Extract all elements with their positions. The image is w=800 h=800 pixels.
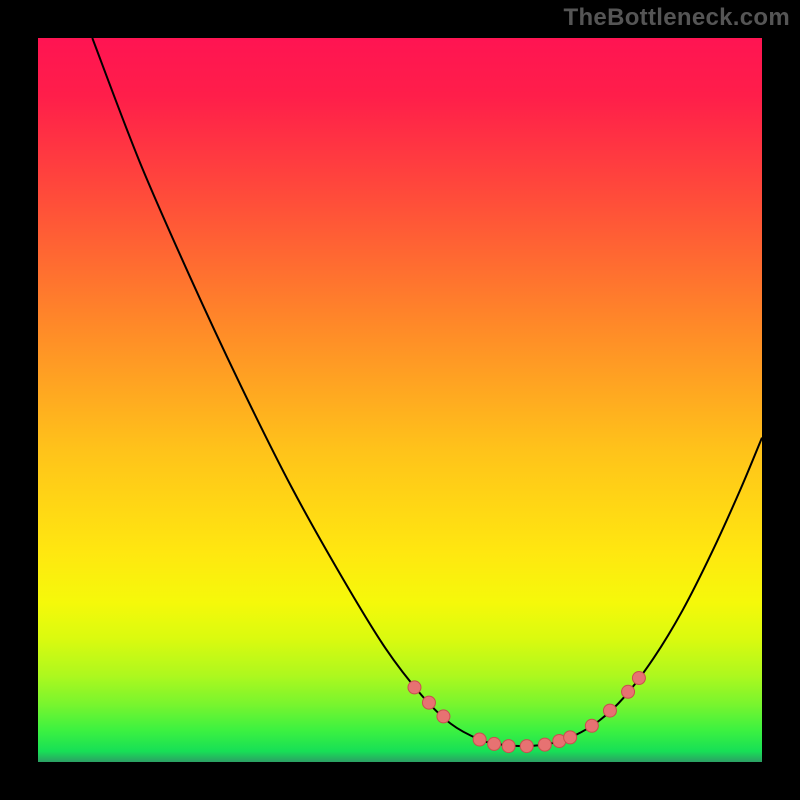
data-marker xyxy=(408,681,421,694)
bottleneck-chart xyxy=(0,0,800,800)
data-marker xyxy=(632,672,645,685)
data-marker xyxy=(585,719,598,732)
data-marker xyxy=(564,731,577,744)
data-marker xyxy=(473,733,486,746)
data-marker xyxy=(520,740,533,753)
data-marker xyxy=(488,737,501,750)
data-marker xyxy=(422,696,435,709)
plot-area xyxy=(38,38,762,762)
data-marker xyxy=(437,710,450,723)
watermark-text: TheBottleneck.com xyxy=(564,4,790,32)
data-marker xyxy=(603,704,616,717)
data-marker xyxy=(538,738,551,751)
data-marker xyxy=(622,685,635,698)
data-marker xyxy=(502,740,515,753)
